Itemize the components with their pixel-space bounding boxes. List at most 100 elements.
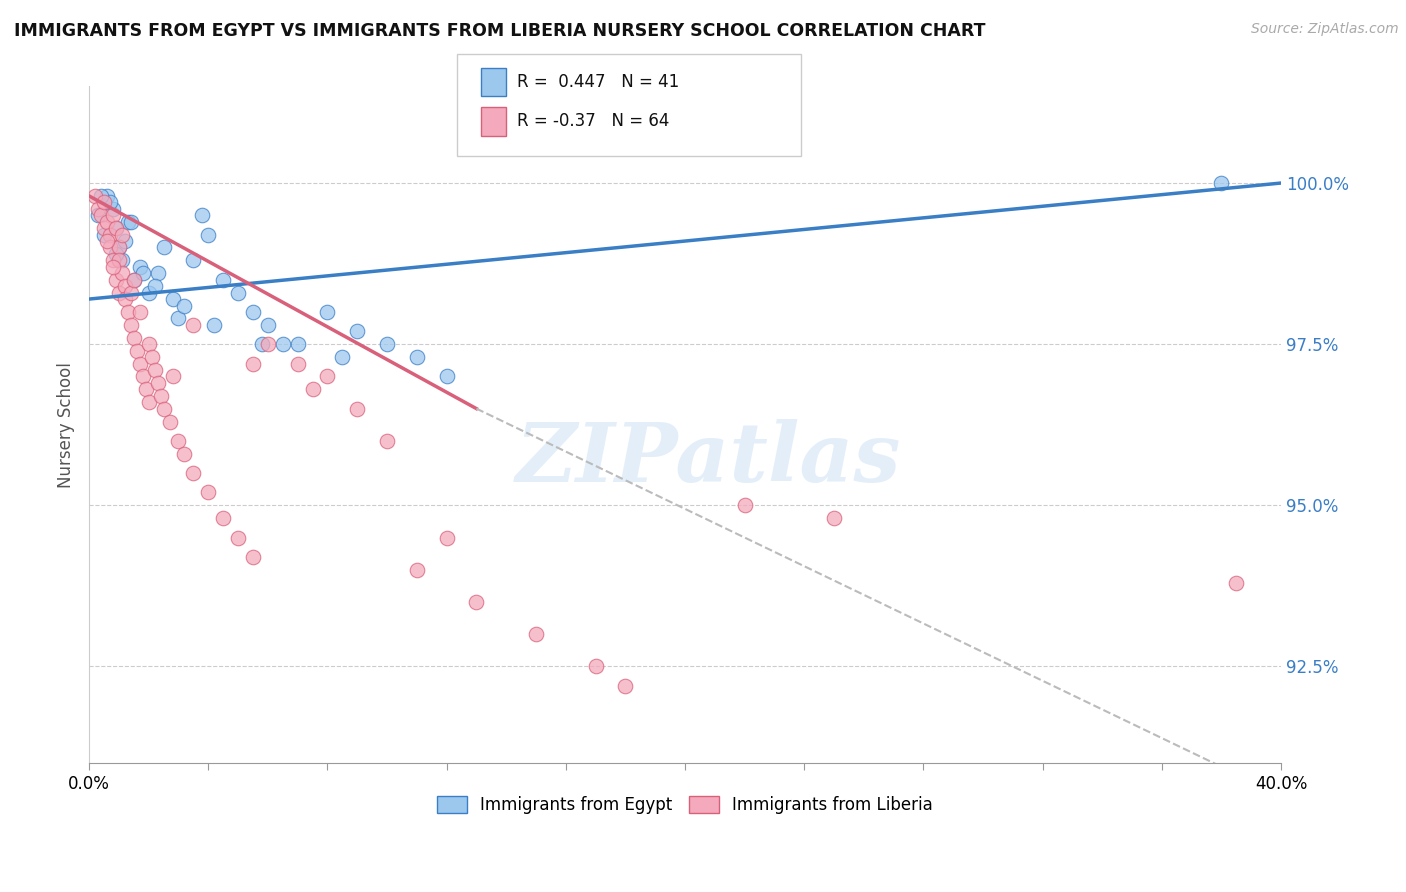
Point: [96, 234, 118, 248]
Text: IMMIGRANTS FROM EGYPT VS IMMIGRANTS FROM LIBERIA NURSERY SCHOOL CORRELATION CHAR: IMMIGRANTS FROM EGYPT VS IMMIGRANTS FROM…: [14, 22, 986, 40]
Point: [143, 279, 166, 293]
Point: [98, 227, 121, 242]
Point: [101, 253, 124, 268]
Point: [120, 318, 142, 332]
Point: [117, 215, 139, 229]
Point: [131, 266, 153, 280]
Point: [90, 189, 112, 203]
Point: [191, 208, 214, 222]
Point: [436, 531, 458, 545]
Point: [316, 305, 339, 319]
Point: [197, 485, 219, 500]
Point: [183, 253, 205, 268]
Point: [734, 498, 756, 512]
Point: [316, 369, 339, 384]
Point: [98, 195, 121, 210]
Point: [104, 221, 127, 235]
Point: [162, 369, 184, 384]
Point: [143, 363, 166, 377]
Point: [250, 337, 273, 351]
Point: [117, 305, 139, 319]
Point: [87, 202, 110, 216]
Point: [257, 318, 280, 332]
Point: [375, 337, 398, 351]
Point: [524, 627, 547, 641]
Point: [93, 227, 115, 242]
Point: [120, 215, 142, 229]
Point: [159, 415, 181, 429]
Point: [173, 447, 195, 461]
Point: [242, 549, 264, 564]
Point: [108, 240, 131, 254]
Point: [212, 273, 235, 287]
Point: [138, 337, 160, 351]
Point: [242, 305, 264, 319]
Point: [614, 679, 637, 693]
Point: [104, 221, 127, 235]
Point: [330, 350, 353, 364]
Point: [1225, 575, 1247, 590]
Point: [108, 240, 131, 254]
Point: [301, 382, 323, 396]
Point: [271, 337, 294, 351]
Point: [346, 401, 368, 416]
Point: [108, 285, 131, 300]
Point: [436, 369, 458, 384]
Point: [141, 350, 163, 364]
Point: [149, 389, 172, 403]
Point: [226, 285, 249, 300]
Point: [114, 234, 136, 248]
Point: [183, 466, 205, 480]
Point: [128, 357, 150, 371]
Point: [90, 208, 112, 222]
Point: [128, 260, 150, 274]
Point: [128, 305, 150, 319]
Point: [138, 285, 160, 300]
Point: [146, 376, 169, 390]
Point: [226, 531, 249, 545]
Point: [101, 208, 124, 222]
Point: [98, 240, 121, 254]
Point: [111, 227, 134, 242]
Point: [465, 595, 488, 609]
Point: [122, 331, 145, 345]
Point: [96, 215, 118, 229]
Point: [93, 221, 115, 235]
Point: [152, 401, 174, 416]
Point: [167, 311, 190, 326]
Point: [114, 279, 136, 293]
Point: [122, 273, 145, 287]
Point: [138, 395, 160, 409]
Point: [585, 659, 607, 673]
Point: [87, 208, 110, 222]
Point: [104, 247, 127, 261]
Point: [183, 318, 205, 332]
Point: [104, 273, 127, 287]
Point: [197, 227, 219, 242]
Legend: Immigrants from Egypt, Immigrants from Liberia: Immigrants from Egypt, Immigrants from L…: [429, 788, 942, 822]
Point: [84, 189, 107, 203]
Point: [405, 563, 427, 577]
Point: [122, 273, 145, 287]
Point: [823, 511, 845, 525]
Point: [202, 318, 225, 332]
Point: [167, 434, 190, 448]
Point: [152, 240, 174, 254]
Point: [242, 357, 264, 371]
Point: [135, 382, 157, 396]
Point: [287, 337, 309, 351]
Point: [93, 195, 115, 210]
Point: [131, 369, 153, 384]
Point: [111, 266, 134, 280]
Point: [120, 285, 142, 300]
Point: [108, 253, 131, 268]
Text: Source: ZipAtlas.com: Source: ZipAtlas.com: [1251, 22, 1399, 37]
Point: [375, 434, 398, 448]
Point: [212, 511, 235, 525]
Point: [96, 189, 118, 203]
Point: [111, 253, 134, 268]
Point: [173, 298, 195, 312]
Point: [405, 350, 427, 364]
Point: [114, 292, 136, 306]
Point: [162, 292, 184, 306]
